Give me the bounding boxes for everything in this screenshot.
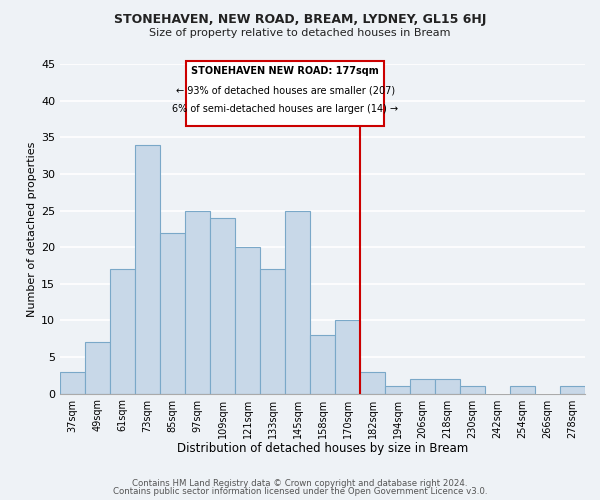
- Text: STONEHAVEN NEW ROAD: 177sqm: STONEHAVEN NEW ROAD: 177sqm: [191, 66, 379, 76]
- FancyBboxPatch shape: [187, 60, 384, 126]
- Bar: [235, 247, 260, 394]
- Bar: [560, 386, 585, 394]
- Text: Contains public sector information licensed under the Open Government Licence v3: Contains public sector information licen…: [113, 487, 487, 496]
- Text: 6% of semi-detached houses are larger (14) →: 6% of semi-detached houses are larger (1…: [172, 104, 398, 114]
- Text: ← 93% of detached houses are smaller (207): ← 93% of detached houses are smaller (20…: [176, 86, 395, 96]
- Y-axis label: Number of detached properties: Number of detached properties: [27, 141, 37, 316]
- Bar: [135, 145, 160, 394]
- Bar: [360, 372, 385, 394]
- Bar: [160, 232, 185, 394]
- Bar: [210, 218, 235, 394]
- Bar: [85, 342, 110, 394]
- Bar: [185, 210, 210, 394]
- Text: STONEHAVEN, NEW ROAD, BREAM, LYDNEY, GL15 6HJ: STONEHAVEN, NEW ROAD, BREAM, LYDNEY, GL1…: [114, 12, 486, 26]
- Bar: [310, 335, 335, 394]
- Bar: [435, 379, 460, 394]
- Text: Size of property relative to detached houses in Bream: Size of property relative to detached ho…: [149, 28, 451, 38]
- Text: Contains HM Land Registry data © Crown copyright and database right 2024.: Contains HM Land Registry data © Crown c…: [132, 478, 468, 488]
- Bar: [260, 269, 285, 394]
- Bar: [285, 210, 310, 394]
- Bar: [110, 269, 135, 394]
- Bar: [510, 386, 535, 394]
- X-axis label: Distribution of detached houses by size in Bream: Distribution of detached houses by size …: [177, 442, 468, 455]
- Bar: [335, 320, 360, 394]
- Bar: [460, 386, 485, 394]
- Bar: [385, 386, 410, 394]
- Bar: [60, 372, 85, 394]
- Bar: [410, 379, 435, 394]
